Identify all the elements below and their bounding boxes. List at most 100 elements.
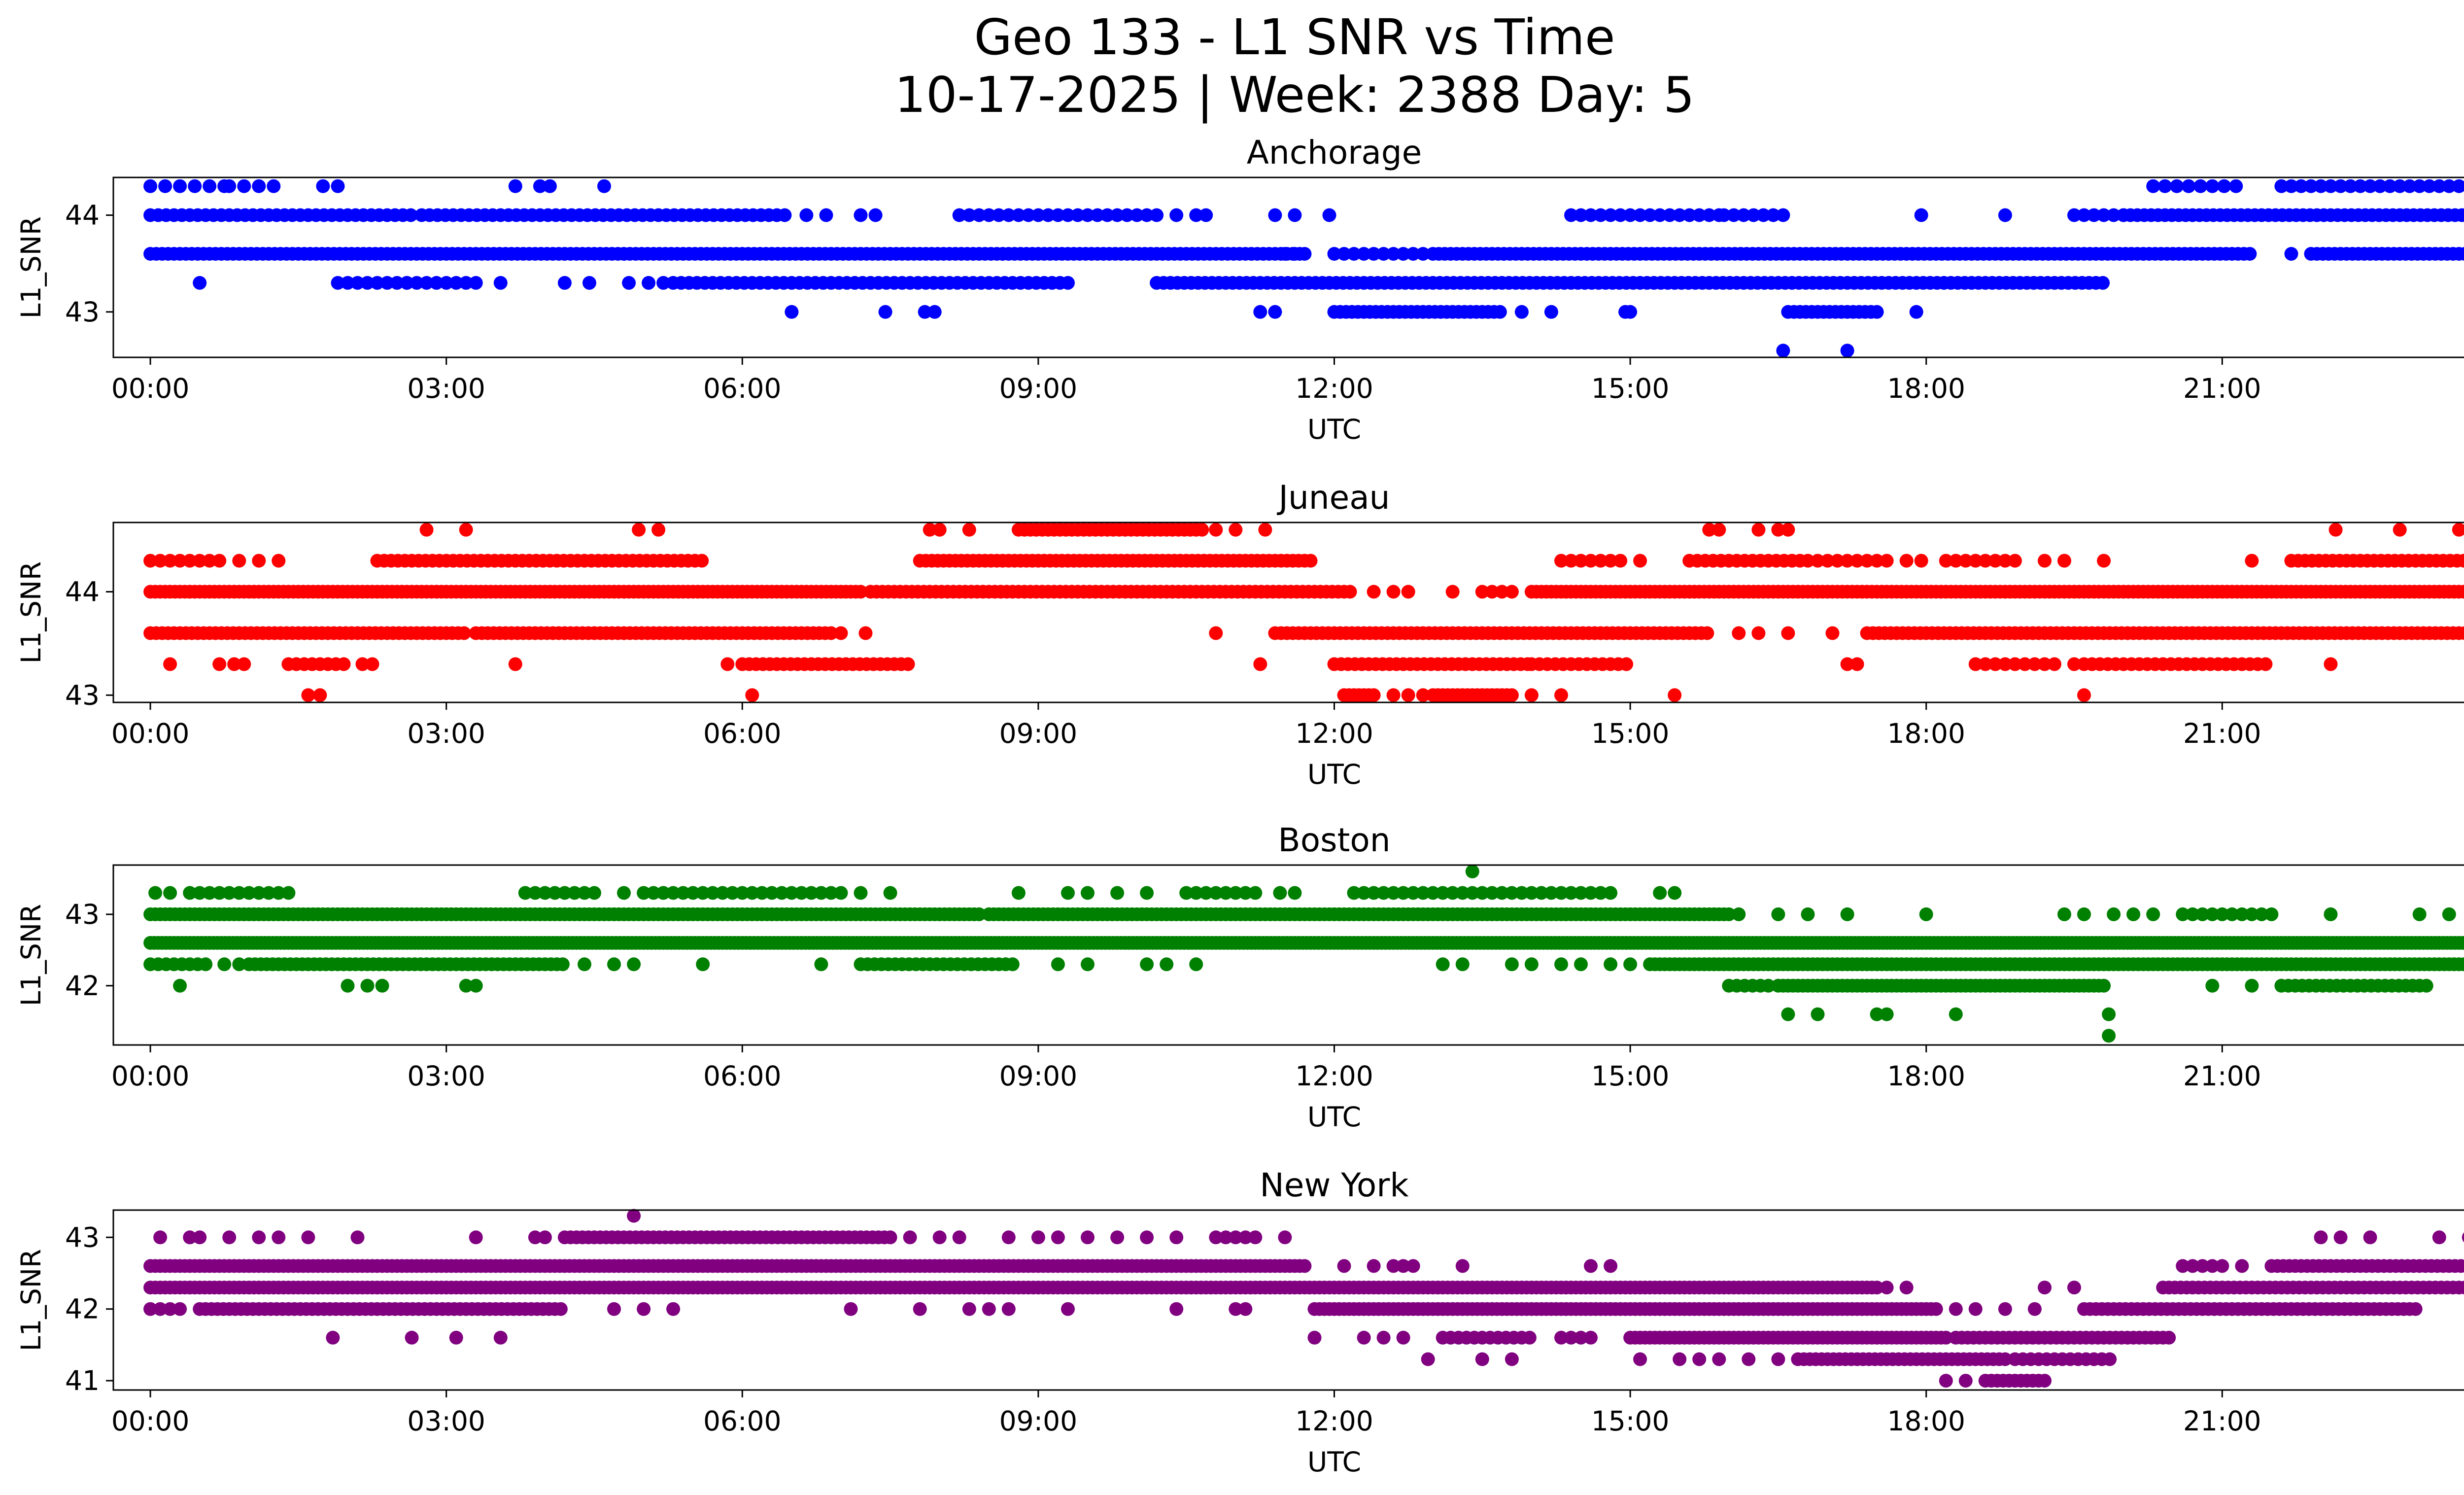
data-point — [459, 276, 473, 290]
data-point — [927, 305, 942, 319]
data-point — [2235, 907, 2249, 921]
data-point — [617, 886, 631, 900]
data-point — [449, 1330, 463, 1345]
subplot-title: New York — [1260, 1166, 1409, 1204]
data-point — [1189, 957, 1203, 972]
data-point — [459, 978, 473, 993]
data-point — [2217, 179, 2231, 193]
data-point — [1150, 208, 1164, 222]
data-point — [1653, 208, 1667, 222]
x-axis-label: UTC — [1307, 1101, 1361, 1133]
data-point — [952, 1230, 966, 1245]
data-point — [1880, 1281, 1894, 1295]
y-tick-label: 43 — [65, 899, 100, 930]
data-point — [1771, 522, 1785, 537]
data-point — [2460, 937, 2464, 949]
data-point — [1574, 886, 1588, 900]
data-point — [1702, 208, 1716, 222]
data-point — [778, 208, 792, 222]
data-point — [2067, 1281, 2081, 1295]
data-points — [143, 179, 2464, 358]
data-point — [1367, 1259, 1381, 1273]
x-tick-label: 18:00 — [1887, 1405, 1965, 1437]
y-axis-label: L1_SNR — [15, 216, 47, 318]
data-point — [992, 208, 1006, 222]
data-point — [2333, 179, 2348, 193]
data-point — [153, 1230, 168, 1245]
data-point — [1386, 886, 1401, 900]
data-point — [2038, 554, 2052, 568]
data-point — [765, 886, 779, 900]
data-point — [2102, 1007, 2116, 1021]
axes-frame — [112, 176, 2464, 358]
data-point — [2103, 1352, 2117, 1366]
data-point — [1229, 1230, 1243, 1245]
data-point — [1465, 865, 1479, 878]
data-point — [2097, 208, 2111, 222]
data-point — [252, 886, 266, 900]
data-point — [2186, 907, 2200, 921]
data-point — [405, 1330, 419, 1345]
data-point — [1199, 208, 1213, 222]
data-point — [1909, 305, 1923, 319]
data-point — [1534, 886, 1548, 900]
data-point — [143, 1302, 158, 1316]
data-point — [528, 886, 542, 900]
data-point — [1554, 957, 1568, 972]
y-axis-label: L1_SNR — [15, 561, 47, 663]
data-point — [1081, 886, 1095, 900]
data-point — [1505, 886, 1519, 900]
data-point — [637, 1302, 651, 1316]
data-point — [1288, 208, 1302, 222]
data-point — [518, 886, 532, 900]
data-point — [755, 886, 769, 900]
data-point — [1475, 1352, 1489, 1366]
data-point — [1041, 208, 1055, 222]
data-point — [2419, 978, 2433, 993]
data-point — [1209, 1230, 1223, 1245]
data-point — [1584, 554, 1598, 568]
data-point — [696, 886, 710, 900]
x-tick-label: 15:00 — [1591, 1060, 1670, 1092]
data-point — [183, 886, 197, 900]
data-point — [2462, 1232, 2464, 1243]
x-tick-label: 18:00 — [1887, 1060, 1965, 1092]
data-point — [2245, 907, 2259, 921]
data-point — [2182, 179, 2196, 193]
y-axis-label: L1_SNR — [15, 1249, 47, 1351]
data-point — [1673, 208, 1687, 222]
data-point — [1081, 1230, 1095, 1245]
data-point — [173, 1302, 187, 1316]
data-point — [457, 626, 471, 640]
data-point — [913, 1302, 927, 1316]
data-point — [725, 886, 740, 900]
data-point — [1554, 1330, 1568, 1345]
data-point — [2363, 1230, 2377, 1245]
data-point — [1288, 886, 1302, 900]
data-point — [222, 179, 237, 193]
data-point — [2102, 1029, 2116, 1043]
data-point — [1860, 554, 1874, 568]
data-point — [1761, 978, 1776, 993]
data-point — [2442, 179, 2456, 193]
data-point — [1988, 657, 2002, 671]
data-point — [1357, 247, 1371, 261]
data-point — [410, 276, 424, 290]
data-point — [1544, 305, 1558, 319]
x-tick-label: 09:00 — [999, 1405, 1078, 1437]
data-point — [1584, 208, 1598, 222]
data-point — [1396, 886, 1410, 900]
data-point — [1781, 522, 1795, 537]
data-point — [932, 1230, 947, 1245]
data-point — [193, 886, 207, 900]
data-point — [834, 886, 848, 900]
data-point — [1524, 688, 1539, 702]
data-point — [2057, 907, 2071, 921]
data-point — [2077, 208, 2091, 222]
data-point — [785, 886, 799, 900]
data-point — [1574, 1330, 1588, 1345]
data-point — [2205, 907, 2220, 921]
